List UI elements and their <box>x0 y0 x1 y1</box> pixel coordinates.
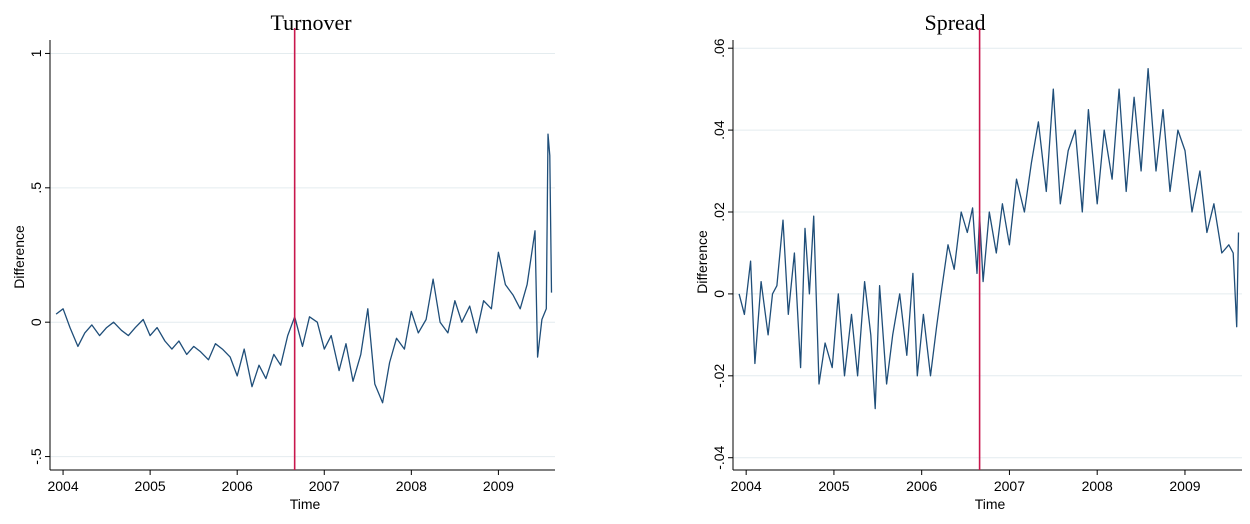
spread-y-tick-label: .04 <box>711 120 727 140</box>
spread-y-tick-label: .02 <box>711 202 727 222</box>
spread-y-tick-label: -.02 <box>711 364 727 388</box>
spread-series-line <box>738 68 1240 410</box>
spread-x-axis-label: Time <box>975 496 1006 512</box>
turnover-x-tick-label: 2008 <box>396 478 427 494</box>
turnover-x-tick-label: 2005 <box>135 478 166 494</box>
turnover-y-tick-label: 0 <box>28 318 44 326</box>
spread-y-axis-label: Difference <box>694 230 710 294</box>
spread-chart: Spread Time Difference -.04 -.02 0 .02 .04 .0… <box>694 10 1242 512</box>
spread-y-tick-label: .06 <box>711 38 727 58</box>
turnover-x-axis-label: Time <box>290 496 321 512</box>
turnover-chart-title: Turnover <box>270 10 352 35</box>
turnover-y-axis-label: Difference <box>11 225 27 289</box>
turnover-x-tick-label: 2007 <box>309 478 340 494</box>
spread-y-tick-label: -.04 <box>711 445 727 469</box>
spread-x-tick-label: 2004 <box>731 478 762 494</box>
turnover-y-tick-label: 1 <box>28 49 44 57</box>
turnover-y-tick-label: .5 <box>28 182 44 194</box>
spread-x-tick-label: 2009 <box>1169 478 1200 494</box>
turnover-x-tick-label: 2006 <box>222 478 253 494</box>
turnover-y-tick-label: -.5 <box>28 448 44 465</box>
spread-chart-title: Spread <box>924 10 985 35</box>
turnover-chart: Turnover Time Difference -.5 0 .5 1 2004 2005… <box>11 10 555 512</box>
turnover-x-tick-label: 2004 <box>47 478 78 494</box>
spread-x-tick-label: 2006 <box>906 478 937 494</box>
spread-x-tick-label: 2005 <box>818 478 849 494</box>
spread-y-tick-label: 0 <box>711 290 727 298</box>
spread-x-tick-label: 2007 <box>994 478 1025 494</box>
turnover-x-tick-label: 2009 <box>483 478 514 494</box>
spread-x-tick-label: 2008 <box>1082 478 1113 494</box>
turnover-series-line <box>55 133 553 404</box>
